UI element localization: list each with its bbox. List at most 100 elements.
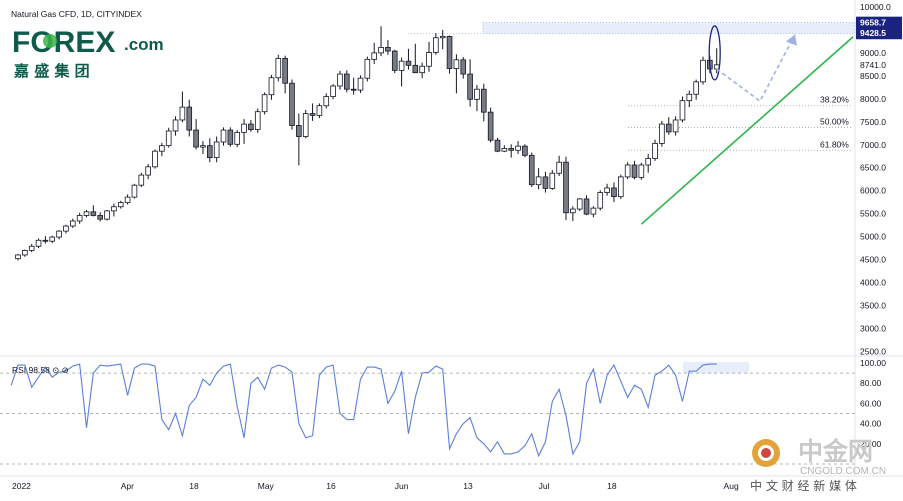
candle[interactable]: [213, 136, 220, 163]
candle[interactable]: [604, 183, 610, 196]
candle[interactable]: [659, 120, 665, 147]
candle[interactable]: [611, 182, 617, 203]
candle[interactable]: [343, 70, 350, 93]
candle[interactable]: [446, 35, 453, 74]
candle[interactable]: [302, 109, 309, 139]
candle[interactable]: [22, 249, 28, 257]
candle[interactable]: [254, 108, 261, 133]
candle[interactable]: [638, 162, 645, 180]
candle[interactable]: [131, 183, 138, 199]
candle[interactable]: [439, 29, 446, 50]
candle[interactable]: [672, 116, 679, 136]
projection-path[interactable]: [716, 34, 796, 103]
candle[interactable]: [364, 56, 371, 82]
candle[interactable]: [186, 99, 193, 137]
candle[interactable]: [419, 62, 425, 79]
candle[interactable]: [378, 26, 384, 57]
candle[interactable]: [323, 93, 330, 109]
candle[interactable]: [357, 75, 364, 93]
candle[interactable]: [275, 54, 282, 82]
candle[interactable]: [535, 168, 542, 190]
candle[interactable]: [172, 116, 179, 136]
candle[interactable]: [618, 174, 624, 199]
candle[interactable]: [385, 40, 391, 55]
candle[interactable]: [227, 127, 234, 147]
candle[interactable]: [597, 190, 604, 211]
time-axis[interactable]: 2022 Apr 18 May 16 Jun 13 Jul 18 Aug: [12, 481, 739, 491]
candle[interactable]: [528, 152, 535, 188]
candle[interactable]: [63, 224, 69, 234]
candle[interactable]: [330, 84, 336, 100]
candle[interactable]: [49, 235, 56, 244]
candle[interactable]: [700, 56, 706, 85]
candle[interactable]: [453, 54, 460, 94]
candle[interactable]: [200, 141, 206, 154]
candle[interactable]: [179, 91, 186, 123]
candle[interactable]: [501, 145, 508, 153]
candle[interactable]: [665, 117, 672, 135]
candle[interactable]: [556, 155, 562, 176]
candle[interactable]: [70, 218, 76, 228]
candle[interactable]: [159, 142, 165, 157]
candle[interactable]: [570, 206, 576, 221]
candle[interactable]: [563, 156, 569, 221]
candle[interactable]: [282, 55, 288, 94]
candle[interactable]: [474, 85, 480, 112]
candle[interactable]: [15, 254, 21, 261]
candle[interactable]: [337, 70, 343, 90]
candle[interactable]: [56, 230, 62, 240]
candle[interactable]: [350, 77, 357, 95]
candle[interactable]: [693, 79, 699, 100]
candle[interactable]: [309, 103, 316, 121]
candle[interactable]: [138, 172, 145, 188]
candle[interactable]: [289, 79, 295, 130]
candle[interactable]: [97, 212, 104, 222]
candle[interactable]: [152, 149, 158, 169]
candle[interactable]: [645, 153, 651, 173]
candle[interactable]: [90, 205, 97, 217]
candle[interactable]: [76, 212, 83, 224]
candle[interactable]: [28, 243, 35, 253]
candle[interactable]: [686, 90, 693, 108]
candle[interactable]: [104, 209, 110, 221]
candle[interactable]: [111, 203, 117, 217]
candle[interactable]: [241, 119, 247, 144]
candle[interactable]: [391, 49, 398, 74]
candle[interactable]: [268, 74, 275, 100]
candle[interactable]: [590, 206, 597, 218]
candle[interactable]: [549, 170, 556, 190]
candle[interactable]: [83, 209, 90, 218]
candle[interactable]: [412, 43, 419, 74]
candle[interactable]: [117, 200, 124, 209]
rsi-axis[interactable]: 20.00 40.00 60.00 80.00 100.00: [860, 358, 886, 449]
candle[interactable]: [508, 144, 514, 158]
uptrend-line[interactable]: [640, 36, 854, 225]
candle[interactable]: [234, 130, 241, 148]
rsi-pane[interactable]: RSI 98.58 ⊙ ⊘: [0, 362, 855, 465]
candle[interactable]: [165, 127, 172, 148]
highlight-oval[interactable]: [708, 25, 721, 81]
candle[interactable]: [206, 138, 213, 163]
candle[interactable]: [248, 119, 254, 132]
candle[interactable]: [542, 171, 549, 193]
candle[interactable]: [42, 236, 49, 244]
candle[interactable]: [371, 42, 377, 64]
candle[interactable]: [261, 92, 268, 115]
candle[interactable]: [583, 195, 590, 216]
candle[interactable]: [296, 113, 302, 166]
candle[interactable]: [220, 127, 227, 146]
candle[interactable]: [426, 41, 432, 72]
candle[interactable]: [487, 107, 494, 143]
price-pane[interactable]: 38.20% 50.00% 61.80%: [0, 0, 903, 477]
candle[interactable]: [124, 194, 131, 205]
candle[interactable]: [467, 59, 473, 107]
candle[interactable]: [515, 141, 521, 154]
candle[interactable]: [145, 164, 151, 180]
candle[interactable]: [193, 119, 199, 150]
price-axis[interactable]: 2500.0 3000.0 3500.0 4000.0 4500.0 5000.0 5500…: [856, 2, 902, 356]
candle[interactable]: [480, 83, 487, 122]
candle[interactable]: [631, 160, 638, 180]
rsi-line[interactable]: [10, 363, 717, 458]
candle[interactable]: [35, 238, 42, 249]
